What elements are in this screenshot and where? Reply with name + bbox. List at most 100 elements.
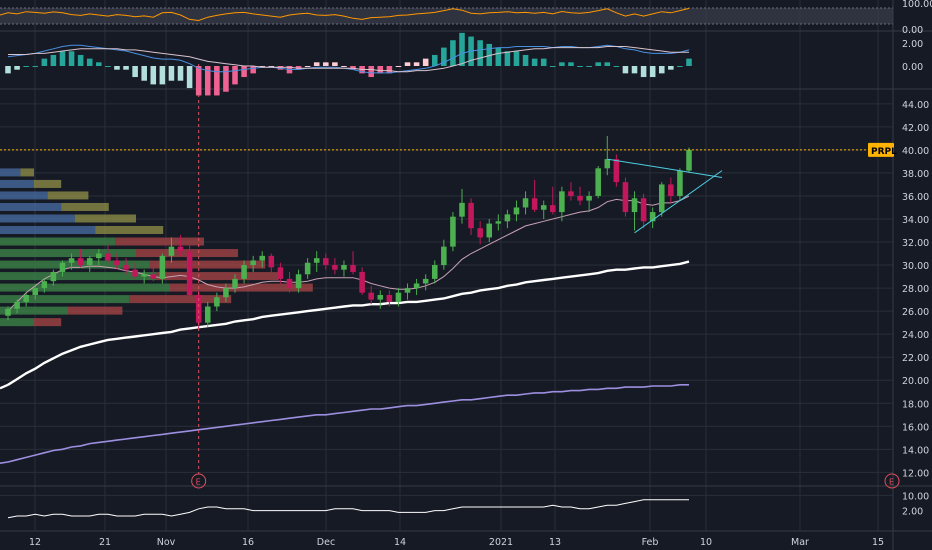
vp-up-bar [0,168,21,177]
rsi-line [0,7,690,22]
candle-body [304,262,311,275]
vp-down-bar [47,191,89,200]
event-marker-right-label: E [889,478,894,487]
macd-signal-line [8,46,689,73]
macd-histogram-bar [50,54,57,66]
macd-histogram-bar [5,66,11,74]
macd-histogram-bar [441,47,447,66]
candle-body [468,202,474,229]
macd-histogram-bar [105,66,111,67]
macd-histogram-bar [268,66,275,67]
macd-axis-label-top: 2.00 [902,39,923,50]
macd-histogram-bar [522,54,529,66]
macd-histogram-bar [241,66,247,78]
vp-down-bar [68,306,123,315]
y-tick-label: 34.00 [902,215,929,226]
candle-body [232,278,238,289]
x-tick-label: 12 [29,537,41,548]
candle-body [413,283,420,289]
ma-mid-extension [0,383,9,390]
candle-body [250,260,256,266]
macd-histogram-bar [540,58,547,66]
candle-body [68,258,75,263]
candle-body [459,202,465,217]
macd-histogram-bar [604,62,611,66]
candle-body [677,170,683,196]
macd-histogram-bar [186,66,193,89]
candle-body [313,258,320,263]
macd-histogram-bar [677,66,683,67]
candle-body [386,295,393,302]
candle-body [214,297,220,307]
macd-histogram-bar [631,66,638,74]
vp-down-bar [34,179,62,188]
vp-up-bar [0,237,116,246]
macd-histogram-bar [204,66,211,96]
event-marker-right-circle [884,473,900,489]
macd-histogram-bar [159,66,166,85]
vp-up-bar [0,283,170,292]
candle-body [640,198,647,222]
macd-histogram-bar [259,66,266,67]
macd-histogram-bar [531,58,538,66]
candle-body [295,274,302,289]
y-tick-label: 18.00 [902,399,929,410]
macd-histogram-bar [313,62,320,66]
candle-body [441,246,447,266]
candle-body [168,246,175,256]
candle-body [332,265,338,270]
x-tick-label: 13 [549,537,561,548]
candle-body [341,265,347,270]
candle-body [586,195,592,201]
macd-histogram-bar [14,66,20,70]
rsi-axis-label-bottom: 0.00 [902,25,923,36]
candle-body [631,198,638,213]
macd-histogram-bar [422,58,429,66]
macd-histogram-bar [123,66,129,70]
macd-histogram-bar [23,66,29,67]
event-marker-circle [191,473,207,489]
candle-body [123,265,129,270]
macd-histogram-bar [577,66,583,67]
macd-histogram-bar [649,66,656,78]
ma-fast-line [7,195,690,312]
macd-histogram-bar [141,66,147,81]
x-tick-label: 10 [700,537,712,548]
candle-body [559,191,565,213]
vp-up-bar [0,249,136,258]
macd-histogram-bar [595,62,601,66]
volume-profile [0,168,313,327]
y-tick-label: 20.00 [902,376,929,387]
candles [5,136,692,330]
candle-body [577,195,583,201]
macd-histogram-bar [223,66,229,92]
macd-histogram-bar [495,47,502,66]
candle-body [186,251,193,295]
y-tick-label: 12.00 [902,468,929,479]
candle-body [359,271,365,293]
candle-body [568,191,574,196]
macd-histogram-bar [386,66,393,74]
macd-histogram-bar [368,66,374,78]
macd-histogram-bar [77,54,84,66]
y-tick-label: 36.00 [902,192,929,203]
candle-body [531,198,538,210]
candle-body [368,292,374,300]
vp-down-bar [61,202,109,211]
y-tick-label: 16.00 [902,422,929,433]
vp-up-bar [0,179,34,188]
vp-down-bar [149,260,266,269]
macd-histogram-bar [504,51,511,66]
event-marker-label: E [196,478,201,487]
y-tick-label: 26.00 [902,307,929,318]
price-axis-label: 40.00 [902,146,929,157]
macd-histogram-bar [586,66,592,67]
macd-histogram-bar [195,66,202,96]
macd-histogram-bar [404,62,411,66]
macd-histogram-bar [32,66,39,67]
macd-histogram-bar [431,54,438,66]
macd-histogram-bar [68,51,75,66]
macd-histogram-bar [150,66,157,85]
macd-histogram-bar [640,66,647,78]
